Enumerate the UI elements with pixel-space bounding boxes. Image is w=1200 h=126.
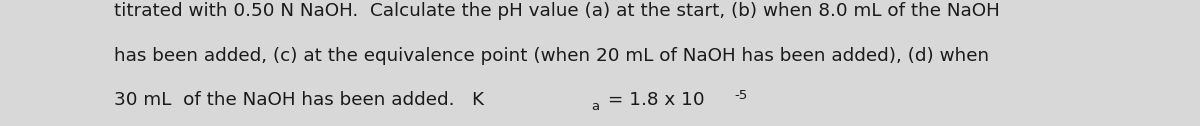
Text: 30 mL  of the NaOH has been added.   K: 30 mL of the NaOH has been added. K	[114, 91, 484, 109]
Text: has been added, (c) at the equivalence point (when 20 mL of NaOH has been added): has been added, (c) at the equivalence p…	[114, 47, 989, 65]
Text: titrated with 0.50 N NaOH.  Calculate the pH value (a) at the start, (b) when 8.: titrated with 0.50 N NaOH. Calculate the…	[114, 2, 1000, 20]
Text: a: a	[592, 101, 600, 114]
Text: -5: -5	[734, 89, 748, 102]
Text: = 1.8 x 10: = 1.8 x 10	[601, 91, 704, 109]
